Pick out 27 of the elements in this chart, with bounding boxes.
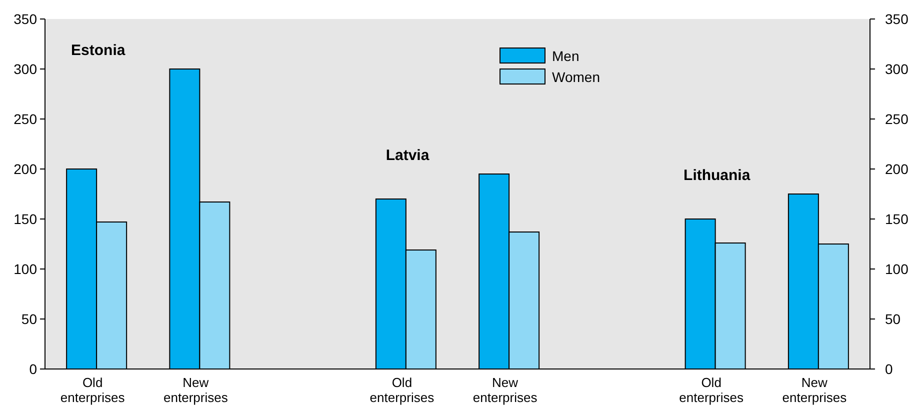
y2-tick-label: 350 [885,10,909,27]
y-tick-label: 150 [14,210,38,227]
x-tick-label: New enterprises [164,375,228,405]
y-tick-label: 0 [29,360,38,377]
y-tick-label: 250 [14,110,38,127]
x-tick-label: New enterprises [472,375,538,405]
x-tick-label: New enterprises [782,375,848,405]
y2-tick-label: 0 [885,360,893,377]
y-tick-label: 100 [14,260,38,277]
y-tick-label: 200 [14,160,38,177]
y-tick-label: 300 [14,60,38,77]
legend-label: Women [552,68,600,85]
annotation: Estonia [71,42,126,59]
legend-label: Men [552,48,580,64]
y2-tick-label: 200 [885,160,909,177]
y2-tick-label: 100 [885,260,909,277]
annotation: Lithuania [684,167,751,184]
y2-tick-label: 150 [885,210,909,227]
x-tick-label: Old enterprises [60,375,126,405]
y-tick-label: 50 [21,310,38,327]
x-tick-label: Old enterprises [679,375,744,405]
y2-tick-label: 50 [885,310,901,327]
y2-tick-label: 250 [885,110,909,127]
annotation: Latvia [386,147,430,164]
x-tick-label: Old enterprises [370,375,435,405]
y2-tick-label: 300 [885,60,909,77]
y-tick-label: 350 [14,10,38,27]
